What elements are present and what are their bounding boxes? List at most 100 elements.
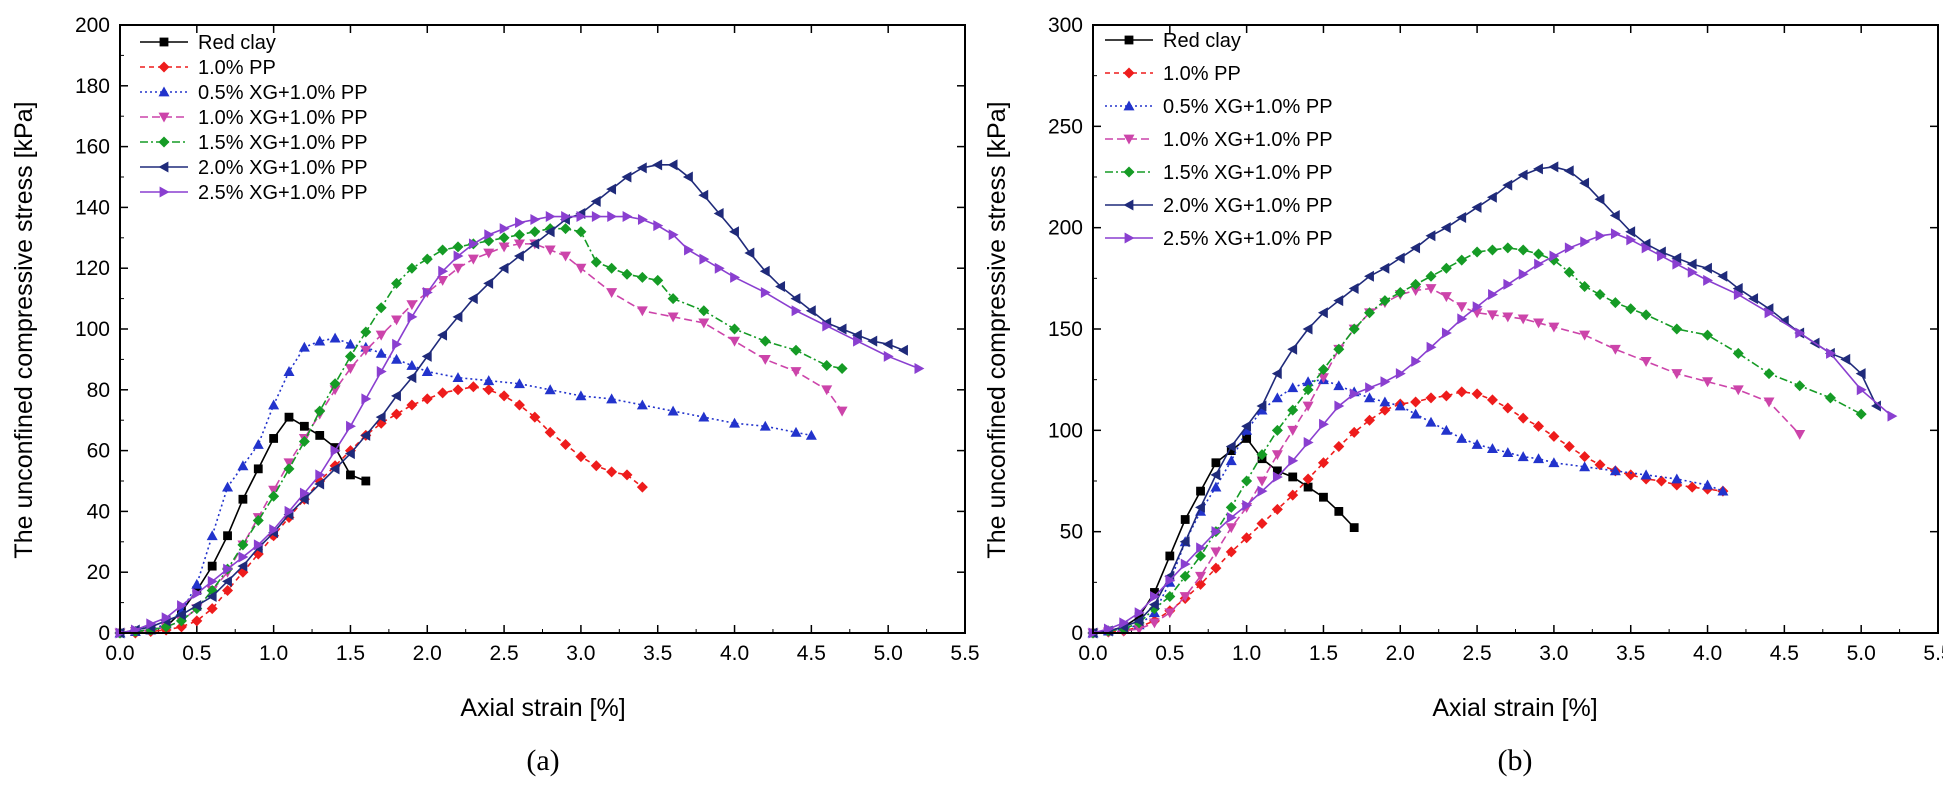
legend-item-1-5-xg-1-0-pp: 1.5% XG+1.0% PP — [1105, 162, 1333, 184]
data-point — [1596, 230, 1606, 241]
data-point — [791, 367, 802, 377]
data-point — [1196, 487, 1205, 496]
legend-label: 1.0% PP — [198, 57, 276, 79]
x-tick-label: 0.5 — [1155, 642, 1184, 665]
legend-label: Red clay — [1163, 30, 1241, 52]
data-point — [1149, 618, 1160, 628]
data-point — [1395, 253, 1405, 264]
data-point — [392, 339, 402, 350]
data-point — [806, 430, 817, 440]
y-tick-label: 100 — [1048, 419, 1083, 442]
legend-marker — [1125, 233, 1135, 244]
data-point — [1257, 477, 1268, 487]
legend-label: 0.5% XG+1.0% PP — [198, 82, 368, 104]
x-tick-label: 1.0 — [259, 642, 288, 665]
data-point — [453, 372, 464, 382]
data-point — [653, 220, 663, 231]
data-point — [499, 232, 510, 243]
y-tick-label: 150 — [1048, 318, 1083, 341]
y-tick-label: 250 — [1048, 115, 1083, 138]
data-point — [575, 390, 586, 400]
data-point — [1410, 242, 1420, 253]
caption-b: (b) — [1498, 744, 1533, 777]
data-point — [1226, 523, 1237, 533]
data-point — [606, 393, 617, 403]
data-point — [1426, 271, 1437, 282]
legend-label: 2.5% XG+1.0% PP — [198, 182, 368, 204]
data-point — [1641, 357, 1652, 367]
data-point — [867, 336, 877, 347]
data-point — [1625, 469, 1636, 480]
data-point — [1472, 439, 1483, 449]
legend-item-red-clay: Red clay — [140, 32, 276, 54]
legend-item-1-0-pp: 1.0% PP — [1105, 63, 1241, 85]
y-tick-label: 0 — [1071, 622, 1083, 645]
y-tick-label: 50 — [1060, 521, 1083, 544]
x-tick-label: 4.0 — [720, 642, 749, 665]
data-point — [1456, 255, 1467, 266]
y-tick-label: 140 — [75, 196, 110, 219]
data-point — [1671, 324, 1682, 335]
data-point — [453, 384, 464, 395]
data-point — [837, 407, 848, 417]
data-point — [391, 315, 402, 325]
series-line — [120, 165, 904, 633]
data-point — [483, 375, 494, 385]
data-point — [1671, 473, 1682, 483]
data-point — [330, 333, 341, 343]
legend-b: Red clay1.0% PP0.5% XG+1.0% PP1.0% XG+1.… — [1105, 30, 1333, 250]
data-point — [606, 466, 617, 477]
data-point — [1564, 441, 1575, 452]
chart-panel-a: The unconfined compressive stress [kPa] … — [10, 14, 980, 777]
data-point — [821, 385, 832, 395]
x-tick-label: 3.5 — [1616, 642, 1645, 665]
data-point — [1717, 271, 1727, 282]
data-point — [1579, 331, 1590, 341]
data-point — [606, 288, 617, 298]
figure-canvas: The unconfined compressive stress [kPa] … — [0, 0, 1943, 786]
y-tick-label: 100 — [75, 318, 110, 341]
y-tick-label: 200 — [1048, 217, 1083, 240]
legend-item-2-5-xg-1-0-pp: 2.5% XG+1.0% PP — [1105, 228, 1333, 250]
data-point — [1441, 292, 1452, 302]
data-point — [1548, 161, 1558, 172]
data-point — [1333, 441, 1344, 452]
data-point — [684, 244, 694, 255]
legend-label: 1.5% XG+1.0% PP — [1163, 162, 1333, 184]
series-1-0-xg-1-0-pp-b — [1088, 284, 1806, 638]
data-point — [1840, 354, 1850, 365]
data-point — [744, 248, 754, 259]
data-point — [1287, 426, 1298, 436]
data-point — [575, 451, 586, 462]
data-point — [1703, 275, 1713, 286]
legend-label: 1.0% XG+1.0% PP — [1163, 129, 1333, 151]
data-point — [1533, 249, 1544, 260]
data-point — [1502, 403, 1513, 414]
data-point — [1257, 518, 1268, 529]
data-point — [1518, 244, 1529, 255]
data-point — [1456, 386, 1467, 397]
data-point — [1641, 309, 1652, 320]
x-tick-label: 5.5 — [1923, 642, 1943, 665]
legend-label: 2.0% XG+1.0% PP — [198, 157, 368, 179]
data-point — [1365, 382, 1375, 393]
data-point — [1441, 263, 1452, 274]
data-point — [898, 345, 908, 356]
legend-marker — [1124, 200, 1134, 211]
data-point — [837, 363, 848, 374]
data-point — [483, 249, 494, 259]
data-point — [1287, 382, 1298, 392]
data-point — [437, 387, 448, 398]
y-tick-label: 120 — [75, 257, 110, 280]
data-point — [1702, 330, 1713, 341]
data-point — [1518, 169, 1528, 180]
data-point — [652, 159, 662, 170]
data-point — [729, 418, 740, 428]
data-point — [453, 241, 464, 252]
data-point — [391, 390, 401, 401]
data-point — [377, 366, 387, 377]
data-point — [884, 351, 894, 362]
series-lines-a — [115, 159, 925, 638]
data-point — [422, 254, 433, 265]
data-point — [422, 366, 433, 376]
